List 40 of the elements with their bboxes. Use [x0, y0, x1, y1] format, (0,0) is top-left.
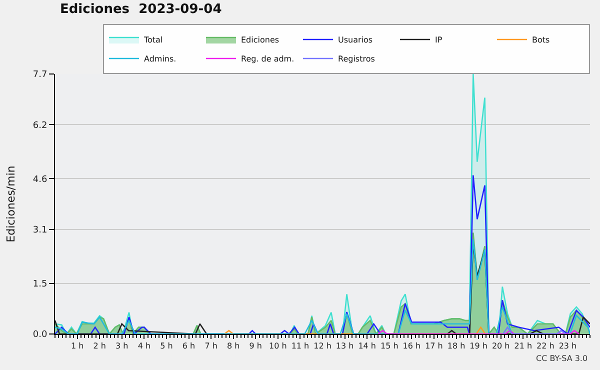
x-tick-label: 7 h	[204, 342, 218, 351]
x-tick-label: 20 h	[492, 342, 510, 351]
x-tick-label: 19 h	[470, 342, 488, 351]
x-tick-label: 12 h	[314, 342, 332, 351]
x-tick-label: 13 h	[336, 342, 354, 351]
y-tick-label: 6.2	[32, 120, 48, 131]
legend-label: Registros	[338, 54, 375, 64]
x-tick-label: 6 h	[182, 342, 196, 351]
legend-label: Total	[143, 36, 163, 45]
x-tick-label: 5 h	[160, 342, 173, 351]
y-tick-label: 1.5	[32, 280, 48, 290]
x-tick-label: 14 h	[358, 342, 376, 351]
legend-label: Admins.	[144, 54, 176, 64]
legend-label: Reg. de adm.	[241, 54, 294, 64]
x-tick-label: 10 h	[269, 342, 287, 351]
x-tick-label: 2 h	[93, 342, 106, 351]
x-tick-label: 8 h	[226, 342, 240, 351]
x-tick-label: 16 h	[402, 342, 421, 351]
x-tick-label: 21 h	[514, 342, 532, 351]
legend-label: IP	[435, 36, 442, 45]
x-tick-label: 17 h	[425, 342, 443, 351]
x-tick-label: 1 h	[70, 342, 84, 351]
y-axis-title: Ediciones/min	[4, 166, 18, 242]
x-tick-label: 22 h	[536, 342, 554, 351]
y-tick-label: 3.1	[32, 225, 48, 236]
y-tick-label: 7.7	[32, 70, 48, 80]
y-tick-label: 4.6	[32, 174, 48, 185]
x-tick-label: 4 h	[138, 342, 151, 351]
chart-title: Ediciones 2023-09-04	[60, 2, 222, 17]
x-tick-label: 18 h	[447, 342, 466, 351]
x-tick-label: 9 h	[249, 342, 262, 351]
x-tick-label: 3 h	[116, 342, 128, 351]
x-tick-label: 11 h	[291, 342, 310, 351]
legend-label: Ediciones	[241, 36, 280, 45]
x-tick-label: 23 h	[558, 342, 577, 351]
y-tick-label: 0.0	[32, 330, 48, 340]
text: CC BY-SA 3.0	[536, 354, 588, 363]
legend-label: Usuarios	[338, 36, 373, 45]
x-tick-label: 15 h	[380, 342, 398, 351]
legend-label: Bots	[532, 36, 550, 45]
